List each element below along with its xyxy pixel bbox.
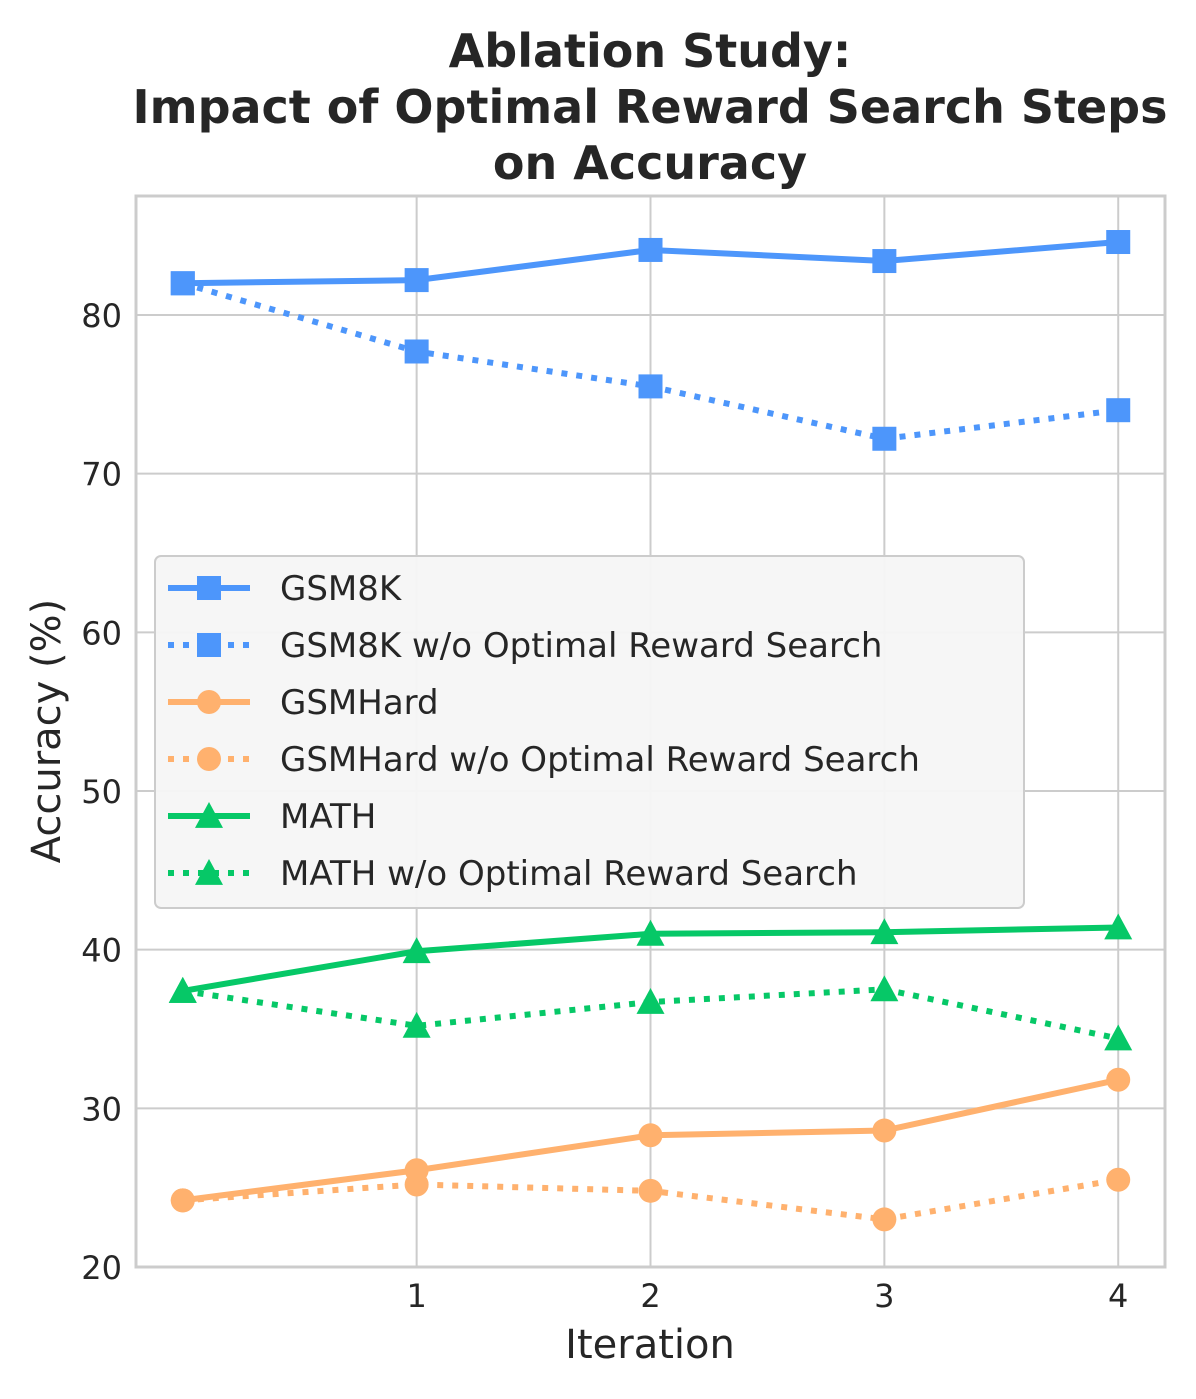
x-tick-label: 2 bbox=[640, 1277, 660, 1315]
data-point bbox=[636, 919, 665, 946]
data-point bbox=[1106, 398, 1131, 423]
plot-frame bbox=[134, 194, 1167, 1269]
data-point-legend bbox=[197, 690, 221, 714]
series-gsm8k bbox=[170, 230, 1131, 296]
legend-item: GSM8K w/o Optimal Reward Search bbox=[168, 626, 882, 666]
series-gsmhard-w-o-optimal-reward-search bbox=[170, 1167, 1131, 1232]
legend-label: MATH w/o Optimal Reward Search bbox=[280, 854, 858, 894]
data-point bbox=[638, 374, 663, 399]
legend-box bbox=[154, 555, 1025, 909]
legend: GSM8K GSM8K w/o Optimal Reward Search GSMH… bbox=[154, 555, 1025, 909]
data-point-legend bbox=[195, 859, 223, 885]
data-point bbox=[170, 1188, 195, 1213]
data-point bbox=[870, 918, 899, 945]
data-point bbox=[404, 268, 429, 293]
legend-label: GSM8K bbox=[280, 569, 403, 609]
y-tick-label: 40 bbox=[81, 932, 122, 970]
legend-label: GSMHard bbox=[280, 683, 439, 723]
series-math bbox=[168, 913, 1133, 1003]
legend-item: GSM8K bbox=[168, 569, 403, 609]
data-point bbox=[636, 988, 665, 1014]
x-axis-label: Iteration bbox=[565, 1322, 735, 1368]
series-gsmhard bbox=[170, 1067, 1131, 1213]
data-point bbox=[638, 1123, 663, 1148]
y-tick-label: 30 bbox=[81, 1090, 122, 1128]
data-point bbox=[872, 1118, 897, 1143]
data-point bbox=[1106, 230, 1131, 255]
data-point-legend bbox=[197, 633, 221, 657]
legend-label: GSM8K w/o Optimal Reward Search bbox=[280, 626, 882, 666]
data-point bbox=[872, 249, 897, 274]
y-axis-label: Accuracy (%) bbox=[24, 599, 70, 864]
data-point bbox=[404, 1158, 429, 1183]
data-point bbox=[638, 1178, 663, 1203]
data-point bbox=[870, 975, 899, 1002]
data-point bbox=[170, 271, 195, 296]
title-line-1: Ablation Study: bbox=[449, 24, 852, 78]
data-point bbox=[402, 1011, 431, 1038]
data-point bbox=[1106, 1067, 1131, 1092]
y-tick-label: 60 bbox=[81, 614, 122, 652]
x-tick-label: 3 bbox=[874, 1277, 894, 1315]
data-point-legend bbox=[197, 747, 221, 771]
chart-title: Ablation Study: Impact of Optimal Reward… bbox=[133, 24, 1168, 190]
legend-label: MATH bbox=[280, 797, 376, 837]
series-line bbox=[182, 986, 1119, 1042]
data-point bbox=[872, 426, 897, 451]
legend-item: MATH w/o Optimal Reward Search bbox=[168, 854, 858, 894]
x-tick-label: 4 bbox=[1108, 1277, 1128, 1315]
data-point bbox=[168, 976, 197, 1003]
y-tick-label: 80 bbox=[81, 297, 122, 335]
y-tick-label: 70 bbox=[81, 456, 122, 494]
data-point bbox=[1104, 913, 1133, 940]
series-layer bbox=[168, 230, 1133, 1232]
data-point-legend bbox=[197, 576, 221, 600]
data-point bbox=[638, 237, 663, 262]
legend-item: GSMHard bbox=[168, 683, 439, 723]
axes: 20 30 40 50 60 70 80 1 2 3 4 bbox=[81, 194, 1167, 1315]
data-point-legend bbox=[195, 802, 223, 828]
legend-item: MATH bbox=[168, 797, 376, 837]
legend-label: GSMHard w/o Optimal Reward Search bbox=[280, 740, 920, 780]
data-point bbox=[1104, 1024, 1133, 1051]
data-point bbox=[872, 1207, 897, 1232]
y-tick-label: 50 bbox=[81, 773, 122, 811]
x-tick-label: 1 bbox=[406, 1277, 426, 1315]
y-tick-label: 20 bbox=[81, 1249, 122, 1287]
title-line-3: on Accuracy bbox=[493, 136, 807, 190]
legend-item: GSMHard w/o Optimal Reward Search bbox=[168, 740, 920, 780]
title-line-2: Impact of Optimal Reward Search Steps bbox=[133, 80, 1168, 134]
data-point bbox=[402, 937, 431, 964]
data-point bbox=[1106, 1167, 1131, 1192]
data-point bbox=[404, 339, 429, 364]
